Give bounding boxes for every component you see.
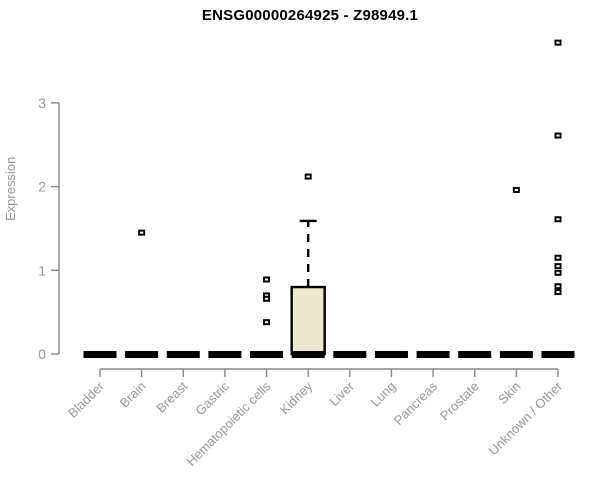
median-bar xyxy=(250,351,284,358)
outlier-point xyxy=(554,39,562,46)
outlier-glyph-center xyxy=(140,231,144,234)
x-tick-label: Skin xyxy=(495,379,523,407)
median-bar xyxy=(458,351,492,358)
chart-title: ENSG00000264925 - Z98949.1 xyxy=(201,7,419,24)
median-bar xyxy=(166,351,200,358)
outlier-point xyxy=(138,229,146,236)
box-group xyxy=(83,351,117,358)
outlier-glyph-center xyxy=(556,285,560,288)
outlier-glyph-center xyxy=(514,188,518,191)
box-group xyxy=(333,351,367,358)
box-group xyxy=(499,186,533,358)
median-bar xyxy=(374,351,408,358)
outlier-point xyxy=(304,173,312,180)
x-tick-label: Bladder xyxy=(65,378,108,421)
outlier-point xyxy=(554,269,562,276)
x-tick-label: Gastric xyxy=(192,378,232,418)
box-group xyxy=(541,39,575,358)
outlier-glyph-center xyxy=(556,291,560,294)
x-tick-label: Pancreas xyxy=(391,378,441,428)
box-group xyxy=(290,173,326,358)
box-group xyxy=(416,351,450,358)
outlier-point xyxy=(554,289,562,296)
x-tick-label: Liver xyxy=(326,378,357,409)
median-bar xyxy=(83,351,117,358)
x-tick-label: Unknown / Other xyxy=(486,378,566,458)
x-tick-label: Kidney xyxy=(277,378,316,417)
outlier-point xyxy=(554,263,562,270)
outlier-point xyxy=(263,292,271,299)
x-tick-label: Lung xyxy=(368,379,399,410)
box-group xyxy=(166,351,200,358)
outlier-glyph-center xyxy=(556,218,560,221)
outlier-glyph-center xyxy=(264,294,269,297)
median-bar xyxy=(333,351,367,358)
y-tick-label: 1 xyxy=(38,262,46,278)
outlier-point xyxy=(512,186,520,193)
y-tick-label: 0 xyxy=(38,346,46,362)
outlier-glyph-center xyxy=(264,297,269,300)
median-bar xyxy=(499,351,533,358)
outlier-glyph-center xyxy=(556,265,560,268)
median-bar xyxy=(208,351,242,358)
outlier-point xyxy=(554,132,562,139)
outlier-point xyxy=(554,216,562,223)
box-group xyxy=(250,276,284,358)
outlier-point xyxy=(554,254,562,261)
median-bar xyxy=(416,351,450,358)
outlier-point xyxy=(263,276,271,283)
outlier-glyph-center xyxy=(264,278,269,281)
x-tick-label: Brain xyxy=(117,379,149,411)
median-bar xyxy=(291,351,325,358)
box-group xyxy=(458,351,492,358)
outlier-glyph-center xyxy=(264,321,269,324)
outlier-glyph-center xyxy=(556,271,560,274)
box xyxy=(290,285,326,356)
box-group xyxy=(374,351,408,358)
y-axis: 0 1 2 3 xyxy=(38,95,60,362)
outlier-point xyxy=(263,319,271,326)
outlier-point xyxy=(554,283,562,290)
outlier-glyph-center xyxy=(306,175,310,178)
median-bar xyxy=(541,351,575,358)
x-tick-label: Breast xyxy=(153,378,190,415)
y-tick-label: 3 xyxy=(38,95,46,111)
y-tick-label: 2 xyxy=(38,179,46,195)
outlier-glyph-center xyxy=(556,256,560,259)
outlier-point xyxy=(263,295,271,302)
outlier-glyph-center xyxy=(556,134,560,137)
box-group xyxy=(125,229,159,358)
median-bar xyxy=(125,351,159,358)
box-group xyxy=(208,351,242,358)
outlier-glyph-center xyxy=(556,41,560,44)
x-tick-label: Prostate xyxy=(437,379,482,424)
